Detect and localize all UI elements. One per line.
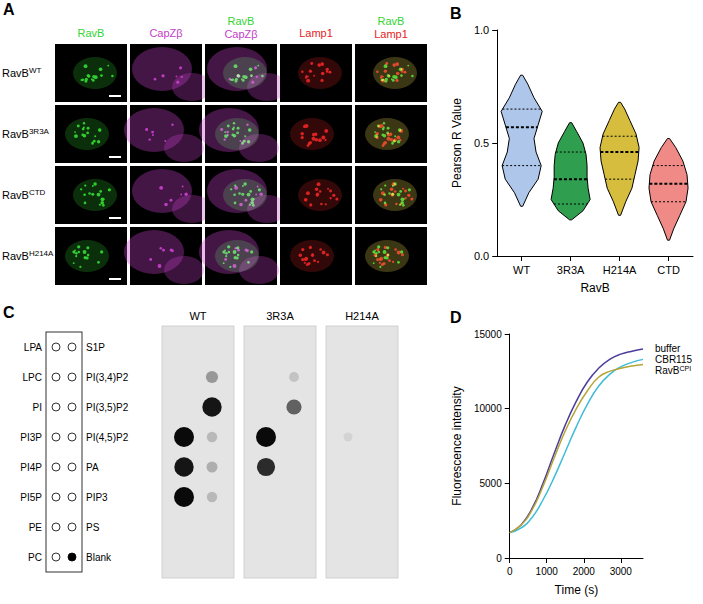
svg-text:0: 0 (496, 553, 502, 564)
svg-text:PI4P: PI4P (20, 462, 42, 473)
svg-text:LPC: LPC (23, 372, 42, 383)
svg-text:CTD: CTD (657, 264, 680, 276)
svg-text:WT: WT (189, 310, 206, 322)
svg-text:3000: 3000 (610, 566, 633, 577)
svg-text:B: B (450, 5, 462, 22)
svg-text:CapZβ: CapZβ (224, 28, 257, 40)
svg-text:buffer: buffer (655, 343, 681, 354)
svg-text:RavBWT: RavBWT (2, 66, 41, 79)
svg-text:H214A: H214A (345, 310, 379, 322)
svg-text:3R3A: 3R3A (557, 264, 585, 276)
svg-text:15000: 15000 (474, 329, 502, 340)
svg-text:D: D (450, 309, 462, 326)
svg-text:1000: 1000 (536, 566, 559, 577)
svg-text:Lamp1: Lamp1 (374, 28, 408, 40)
svg-text:C: C (3, 304, 15, 321)
svg-text:S1P: S1P (86, 342, 105, 353)
svg-text:Fluorescence intensity: Fluorescence intensity (450, 386, 464, 505)
svg-text:CapZβ: CapZβ (149, 27, 182, 39)
svg-text:PS: PS (86, 522, 100, 533)
svg-text:0: 0 (507, 566, 513, 577)
svg-text:3R3A: 3R3A (266, 310, 294, 322)
svg-text:10000: 10000 (474, 403, 502, 414)
svg-text:Pearson R Value: Pearson R Value (450, 98, 464, 188)
svg-text:H214A: H214A (603, 264, 637, 276)
svg-text:CPI: CPI (679, 365, 691, 372)
svg-text:Blank: Blank (86, 552, 112, 563)
svg-text:Time (s): Time (s) (555, 583, 599, 597)
svg-text:CBR115: CBR115 (655, 354, 692, 365)
svg-text:PE: PE (29, 522, 43, 533)
svg-text:0.5: 0.5 (474, 137, 489, 149)
svg-text:PIP3: PIP3 (86, 492, 108, 503)
svg-text:0.0: 0.0 (474, 250, 489, 262)
svg-text:Lamp1: Lamp1 (299, 27, 333, 39)
svg-text:5000: 5000 (479, 478, 502, 489)
svg-text:RavB: RavB (378, 15, 405, 27)
svg-text:RavBH214A: RavBH214A (2, 249, 54, 262)
svg-text:PI(3,5)P2: PI(3,5)P2 (86, 402, 129, 413)
svg-text:PI5P: PI5P (20, 492, 42, 503)
svg-text:WT: WT (513, 264, 530, 276)
svg-text:A: A (3, 1, 15, 18)
svg-text:RavB3R3A: RavB3R3A (2, 127, 50, 140)
svg-text:PC: PC (28, 552, 42, 563)
svg-text:RavB: RavB (655, 365, 680, 376)
svg-text:RavB: RavB (580, 281, 609, 295)
svg-text:PI3P: PI3P (20, 432, 42, 443)
svg-text:PI: PI (33, 402, 42, 413)
svg-text:PA: PA (86, 462, 99, 473)
svg-text:RavBCTD: RavBCTD (2, 188, 46, 201)
svg-text:PI(4,5)P2: PI(4,5)P2 (86, 432, 129, 443)
svg-text:1.0: 1.0 (474, 24, 489, 36)
svg-text:PI(3,4)P2: PI(3,4)P2 (86, 372, 129, 383)
svg-text:RavB: RavB (78, 27, 105, 39)
svg-text:LPA: LPA (24, 342, 42, 353)
svg-text:RavB: RavB (228, 15, 255, 27)
svg-text:2000: 2000 (573, 566, 596, 577)
